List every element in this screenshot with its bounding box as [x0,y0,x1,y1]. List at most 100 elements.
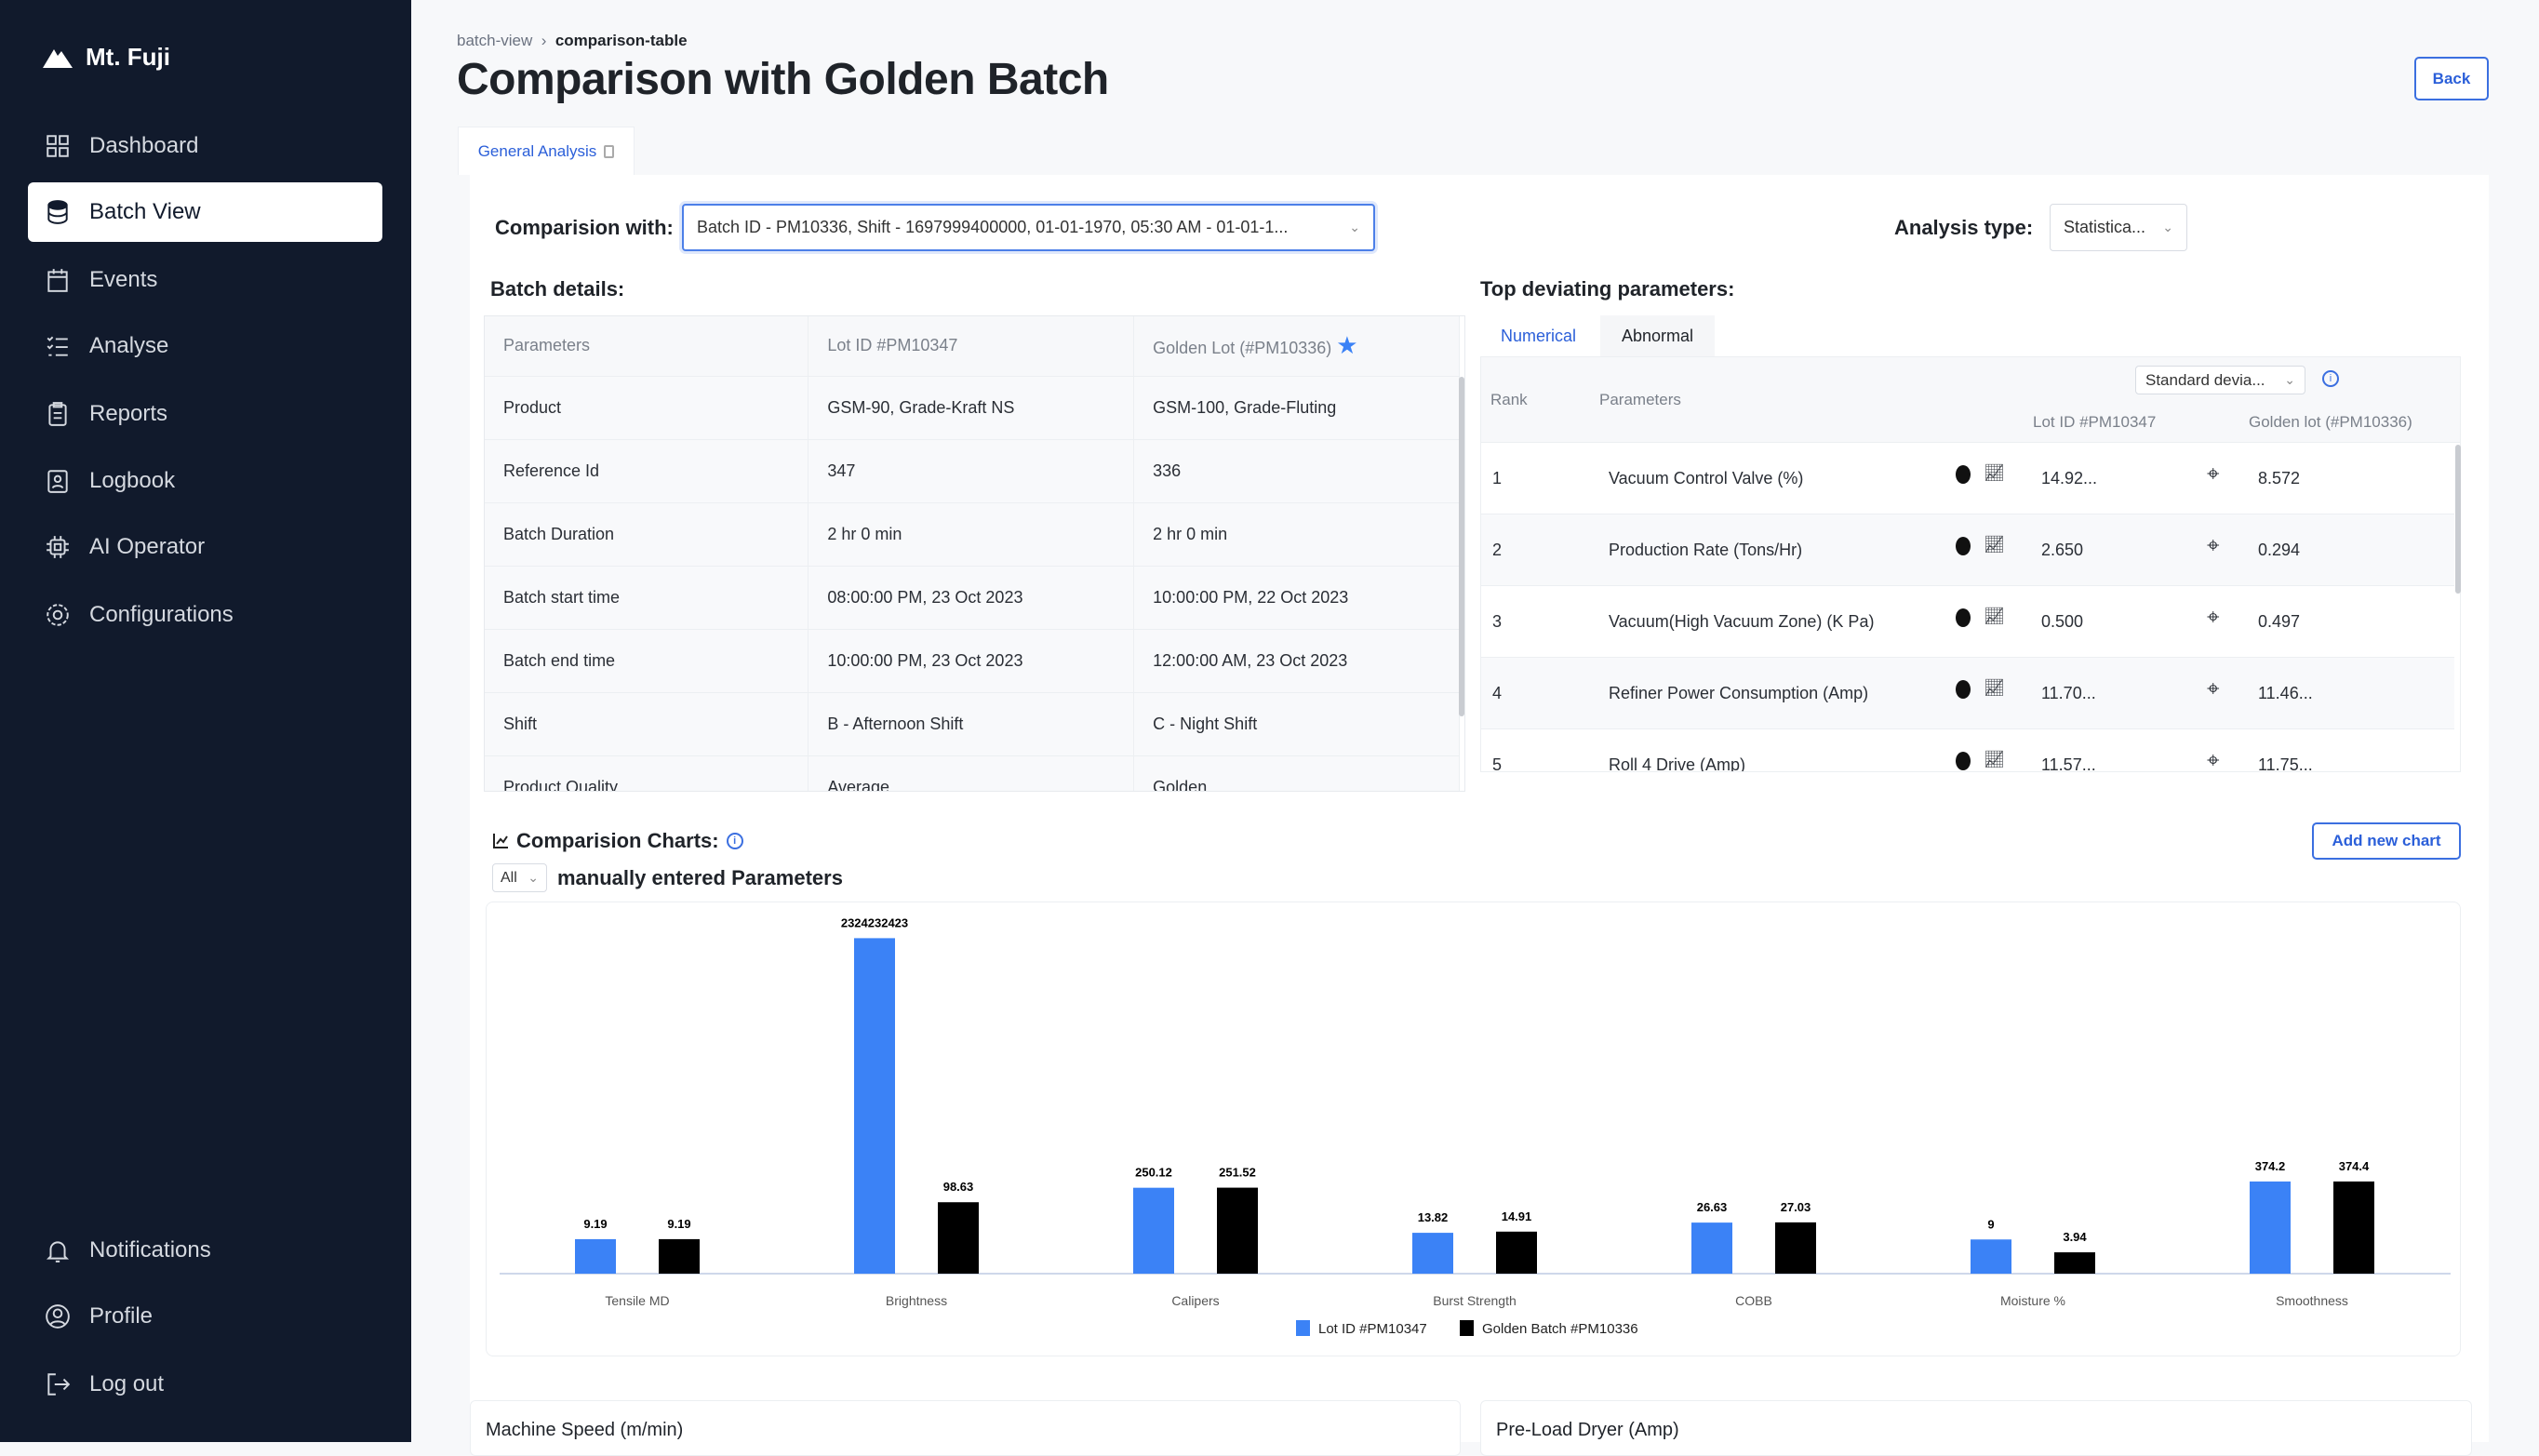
bar-lot [1971,1239,2011,1274]
tab-abnormal[interactable]: Abnormal [1600,315,1715,356]
sidebar-item-logbook[interactable]: Logbook [28,451,382,511]
table-cell: 10:00:00 PM, 22 Oct 2023 [1133,566,1460,630]
bar-golden [938,1202,979,1274]
crosshair-icon[interactable]: ⌖ [2207,461,2220,487]
crosshair-icon[interactable]: ⌖ [2207,605,2220,630]
comparison-charts-heading: Comparision Charts: i [492,829,743,853]
chevron-down-icon: ⌄ [2284,372,2295,387]
table-cell: C - Night Shift [1133,692,1460,756]
eye-icon[interactable] [1956,608,1971,627]
crosshair-icon[interactable]: ⌖ [2207,748,2220,772]
chart-subtitle: manually entered Parameters [557,866,843,889]
legend-swatch [1460,1320,1474,1336]
data-label: 14.91 [1502,1209,1532,1223]
table-cell: Batch start time [485,566,809,630]
crosshair-icon[interactable]: ⌖ [2207,533,2220,558]
golden-value: 11.46... [2258,684,2313,702]
info-icon[interactable]: i [726,833,743,849]
sidebar-item-dashboard[interactable]: Dashboard [28,116,382,176]
sidebar-item-analyse[interactable]: Analyse [28,316,382,376]
add-new-chart-button[interactable]: Add new chart [2312,822,2461,860]
golden-value: 11.75... [2258,755,2313,772]
compare-batch-select[interactable]: Batch ID - PM10336, Shift - 169799940000… [682,204,1375,251]
tab-numerical[interactable]: Numerical [1480,315,1597,356]
category-label: Burst Strength [1433,1293,1517,1308]
bar-lot [854,938,895,1274]
col-golden: Golden lot (#PM10336) [2249,413,2412,431]
trend-chart-icon[interactable]: 📈︎ [1984,607,2005,625]
column-header: Lot ID #PM10347 [808,316,1135,377]
table-row: 4 Refiner Power Consumption (Amp) 📈︎ 11.… [1481,658,2454,729]
preload-dryer-card: Pre-Load Dryer (Amp) [1480,1400,2472,1456]
rank: 5 [1492,755,1503,772]
sidebar-item-label: Notifications [89,1237,211,1262]
database-icon [47,200,68,224]
app-name: Mt. Fuji [86,43,170,71]
metric-select[interactable]: Standard devia... ⌄ [2135,366,2305,394]
calendar-icon [47,269,68,292]
analysis-type-select[interactable]: Statistica... ⌄ [2050,204,2187,251]
sidebar-item-notifications[interactable]: Notifications [28,1221,382,1280]
compare-label: Comparision with: [495,216,674,239]
col-rank: Rank [1490,391,1528,408]
eye-icon[interactable] [1956,465,1971,484]
trend-chart-icon[interactable]: 📈︎ [1984,535,2005,554]
rank: 4 [1492,684,1503,702]
data-label: 374.4 [2339,1159,2370,1173]
table-header: Parameters Lot ID #PM10347 Golden Lot (#PM… [485,316,1460,377]
back-button[interactable]: Back [2414,57,2489,100]
table-row: 3 Vacuum(High Vacuum Zone) (K Pa) 📈︎ 0.5… [1481,586,2454,658]
lot-value: 2.650 [2041,541,2084,559]
table-row: Batch start time 08:00:00 PM, 23 Oct 2023… [485,566,1460,630]
batch-table-scrollbar[interactable] [1459,377,1464,716]
comparison-bar-chart: 9.19 9.19 Tensile MD 2324232423 98.63 Brightn… [486,902,2461,1356]
sidebar-item-configurations[interactable]: Configurations [28,585,382,645]
deviation-table-scrollbar[interactable] [2455,445,2461,594]
lot-value: 0.500 [2041,612,2084,631]
chevron-down-icon: ⌄ [1349,220,1360,234]
parameter-name: Vacuum Control Valve (%) [1609,469,1804,488]
trend-chart-icon[interactable]: 📈︎ [1984,463,2005,482]
sidebar-item-profile[interactable]: Profile [28,1287,382,1346]
bar-golden [2054,1252,2095,1274]
col-parameters: Parameters [1599,391,1681,408]
logo[interactable]: Mt. Fuji [43,43,170,72]
copy-icon [604,144,615,158]
lot-value: 11.57... [2041,755,2096,772]
eye-icon[interactable] [1956,537,1971,555]
lot-value: 11.70... [2041,684,2096,702]
machine-speed-card: Machine Speed (m/min) [470,1400,1461,1456]
sidebar-item-log-out[interactable]: Log out [28,1355,382,1414]
sidebar-item-label: Logbook [89,468,176,493]
top-deviating-title: Top deviating parameters: [1480,277,1735,301]
sidebar-item-label: Dashboard [89,133,199,158]
compare-value: Batch ID - PM10336, Shift - 169799940000… [697,218,1289,236]
sidebar-item-ai-operator[interactable]: AI Operator [28,517,382,577]
trend-chart-icon[interactable]: 📈︎ [1984,678,2005,697]
filter-value: All [501,869,517,886]
table-cell: GSM-90, Grade-Kraft NS [808,376,1135,440]
sidebar-item-events[interactable]: Events [28,250,382,310]
sidebar-item-label: Analyse [89,333,169,358]
parameter-filter-select[interactable]: All ⌄ [492,863,547,892]
bar-golden [1217,1187,1258,1274]
sidebar-item-label: AI Operator [89,534,206,559]
legend-swatch [1296,1320,1310,1336]
table-cell: 12:00:00 AM, 23 Oct 2023 [1133,629,1460,693]
bar-golden [1775,1222,1816,1274]
eye-icon[interactable] [1956,752,1971,770]
info-icon[interactable]: i [2322,370,2339,387]
trend-chart-icon[interactable]: 📈︎ [1984,750,2005,768]
tab-general-analysis[interactable]: General Analysis [458,127,635,175]
sidebar-item-batch-view[interactable]: Batch View [28,182,382,242]
table-row: 5 Roll 4 Drive (Amp) 📈︎ 11.57... ⌖ 11.75… [1481,729,2454,772]
parameter-name: Production Rate (Tons/Hr) [1609,541,1803,559]
eye-icon[interactable] [1956,680,1971,699]
crosshair-icon[interactable]: ⌖ [2207,676,2220,701]
col-lot: Lot ID #PM10347 [2033,413,2157,431]
chip-icon [47,536,69,558]
sidebar-item-reports[interactable]: Reports [28,384,382,444]
table-row: Product GSM-90, Grade-Kraft NS GSM-100, Gr… [485,376,1460,440]
legend-label: Lot ID #PM10347 [1318,1321,1427,1337]
breadcrumb-parent[interactable]: batch-view [457,32,533,49]
